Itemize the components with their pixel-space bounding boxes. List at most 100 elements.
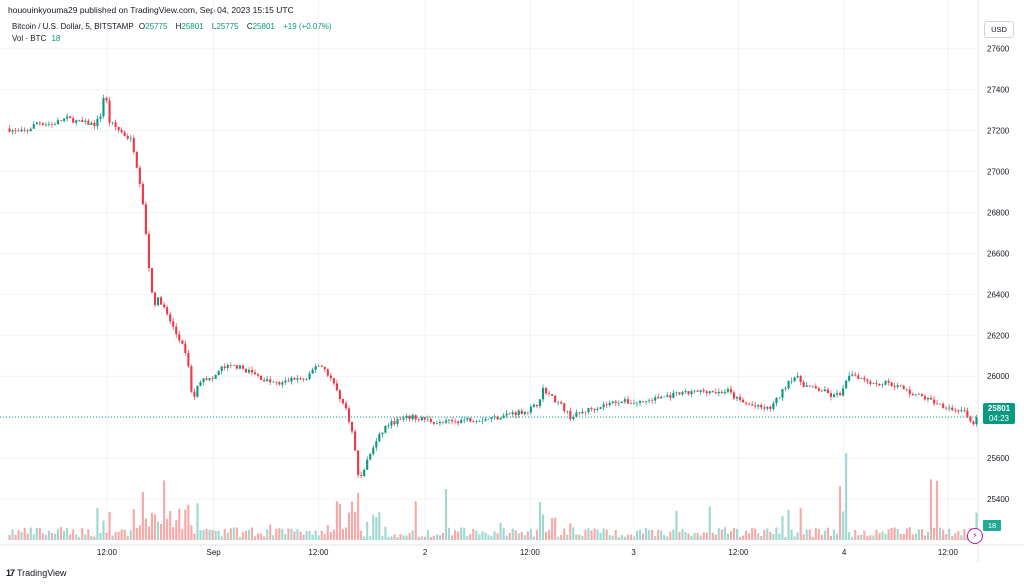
- volume-bar: [138, 525, 141, 540]
- volume-bar: [460, 527, 463, 540]
- volume-bar: [75, 534, 78, 540]
- volume-bar: [699, 535, 702, 540]
- volume-bar: [260, 533, 263, 540]
- candle-body: [942, 403, 945, 408]
- candle-body: [629, 403, 632, 405]
- volume-bar: [32, 534, 35, 540]
- symbol-name[interactable]: Bitcoin / U.S. Dollar, 5, BITSTAMP: [12, 22, 134, 31]
- volume-bar: [90, 535, 93, 540]
- candle-body: [123, 132, 126, 136]
- volume-bar: [408, 532, 411, 540]
- volume-bar: [845, 453, 848, 540]
- candle-body: [478, 421, 481, 422]
- candle-body: [502, 415, 505, 418]
- candle-body: [281, 382, 284, 385]
- candle-body: [335, 383, 338, 391]
- volume-bar: [184, 509, 187, 540]
- candle-body: [678, 392, 681, 395]
- volume-bar: [872, 535, 875, 540]
- candle-body: [738, 396, 742, 400]
- volume-bar: [132, 509, 135, 540]
- volume-bar: [350, 501, 354, 540]
- volume-bar: [787, 509, 790, 540]
- volume-bar: [508, 532, 511, 540]
- candle-body: [684, 391, 687, 393]
- candle-body: [96, 118, 99, 127]
- candle-body: [911, 394, 914, 396]
- volume-bar: [626, 534, 629, 540]
- candle-body: [648, 400, 651, 402]
- candle-body: [872, 383, 875, 384]
- volume-bar: [53, 533, 57, 540]
- candle-body: [184, 343, 187, 354]
- candle-body: [269, 379, 272, 383]
- candle-body: [72, 118, 75, 123]
- volume-bar: [957, 531, 960, 540]
- volume-bar: [41, 533, 44, 540]
- volume-label[interactable]: Vol · BTC: [12, 34, 47, 43]
- candle-body: [854, 374, 857, 376]
- candle-body: [438, 422, 442, 424]
- ohlc-change: +19 (+0.07%): [283, 22, 332, 31]
- volume-bar: [590, 530, 593, 540]
- volume-bar: [399, 534, 402, 540]
- volume-bar: [17, 530, 20, 540]
- tradingview-logo[interactable]: 17 TradingView: [6, 568, 67, 578]
- candle-body: [848, 375, 851, 381]
- volume-bar: [81, 527, 84, 540]
- volume-bar: [663, 535, 666, 540]
- lightning-icon[interactable]: ⚡: [967, 528, 983, 544]
- candle-body: [535, 404, 539, 407]
- candle-body: [357, 450, 360, 476]
- volume-bar: [602, 528, 605, 540]
- candle-body: [781, 388, 784, 398]
- candle-body: [375, 441, 378, 448]
- candle-body: [817, 388, 820, 391]
- volume-bar: [848, 532, 851, 540]
- candle-body: [272, 381, 275, 383]
- candle-body: [160, 297, 163, 305]
- volume-bar: [866, 536, 869, 540]
- volume-bar: [196, 503, 199, 540]
- candle-body: [757, 404, 760, 407]
- candle-body: [293, 377, 296, 380]
- volume-bar: [796, 532, 799, 540]
- currency-button[interactable]: USD: [984, 21, 1014, 38]
- volume-bar: [681, 528, 684, 540]
- volume-bar: [320, 530, 323, 540]
- candle-body: [211, 378, 214, 379]
- volume-bar: [835, 533, 839, 540]
- volume-bar: [720, 529, 723, 540]
- ohlc-low-value: 25775: [216, 22, 239, 31]
- candle-body: [466, 418, 469, 420]
- volume-bar: [205, 528, 208, 540]
- volume-legend[interactable]: Vol · BTC 18: [12, 34, 63, 43]
- ohlc-high-value: 25801: [181, 22, 204, 31]
- candle-body: [144, 204, 147, 235]
- candle-body: [520, 410, 523, 415]
- volume-bar: [338, 504, 341, 540]
- volume-bar: [878, 533, 881, 540]
- volume-bar: [466, 536, 469, 540]
- volume-bar: [357, 492, 360, 540]
- volume-bar: [832, 529, 836, 540]
- candle-body: [396, 419, 399, 425]
- y-tick-label: 25600: [987, 454, 1010, 463]
- volume-bar: [347, 512, 351, 540]
- volume-bar: [538, 501, 542, 540]
- volume-bar: [63, 531, 66, 540]
- candle-body: [951, 407, 954, 411]
- candle-body: [835, 393, 839, 395]
- candle-body: [554, 395, 557, 403]
- candle-body: [35, 122, 38, 125]
- ohlc-close-label: C: [246, 22, 253, 31]
- candle-body: [975, 417, 978, 425]
- volume-bar: [247, 529, 251, 540]
- candle-body: [954, 410, 957, 411]
- y-tick-label: 26000: [987, 372, 1010, 381]
- candle-body: [414, 415, 417, 420]
- x-tick-label: 3: [631, 548, 636, 557]
- volume-bar: [438, 535, 442, 540]
- volume-bar: [584, 529, 587, 540]
